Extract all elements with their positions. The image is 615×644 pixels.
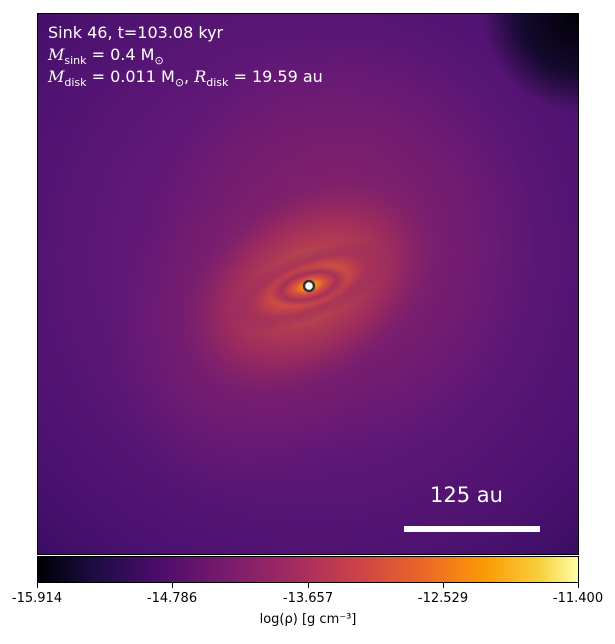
colorbar	[37, 556, 579, 583]
colorbar-tick-label: -11.400	[552, 591, 604, 606]
density-map: Sink 46, t=103.08 kyr Msink = 0.4 M⊙ Mdi…	[37, 13, 579, 555]
sink-title: Sink 46, t=103.08 kyr	[48, 23, 224, 42]
colorbar-label: log(ρ) [g cm⁻³]	[259, 612, 357, 627]
density-image	[38, 14, 578, 554]
colorbar-tick-label: -15.914	[11, 591, 63, 606]
sink-mass-label: Msink = 0.4 M⊙	[48, 45, 164, 68]
scale-bar	[404, 526, 540, 532]
colorbar-tick-label: -14.786	[146, 591, 198, 606]
colorbar-tick	[172, 583, 173, 588]
disk-properties-label: Mdisk = 0.011 M⊙, Rdisk = 19.59 au	[48, 67, 323, 90]
colorbar-tick-label: -13.657	[282, 591, 334, 606]
colorbar-tick	[37, 583, 38, 588]
colorbar-tick	[578, 583, 579, 588]
colorbar-tick-label: -12.529	[417, 591, 469, 606]
colorbar-tick	[443, 583, 444, 588]
colorbar-tick	[308, 583, 309, 588]
sink-marker	[302, 279, 316, 293]
scale-bar-label: 125 au	[430, 483, 503, 507]
